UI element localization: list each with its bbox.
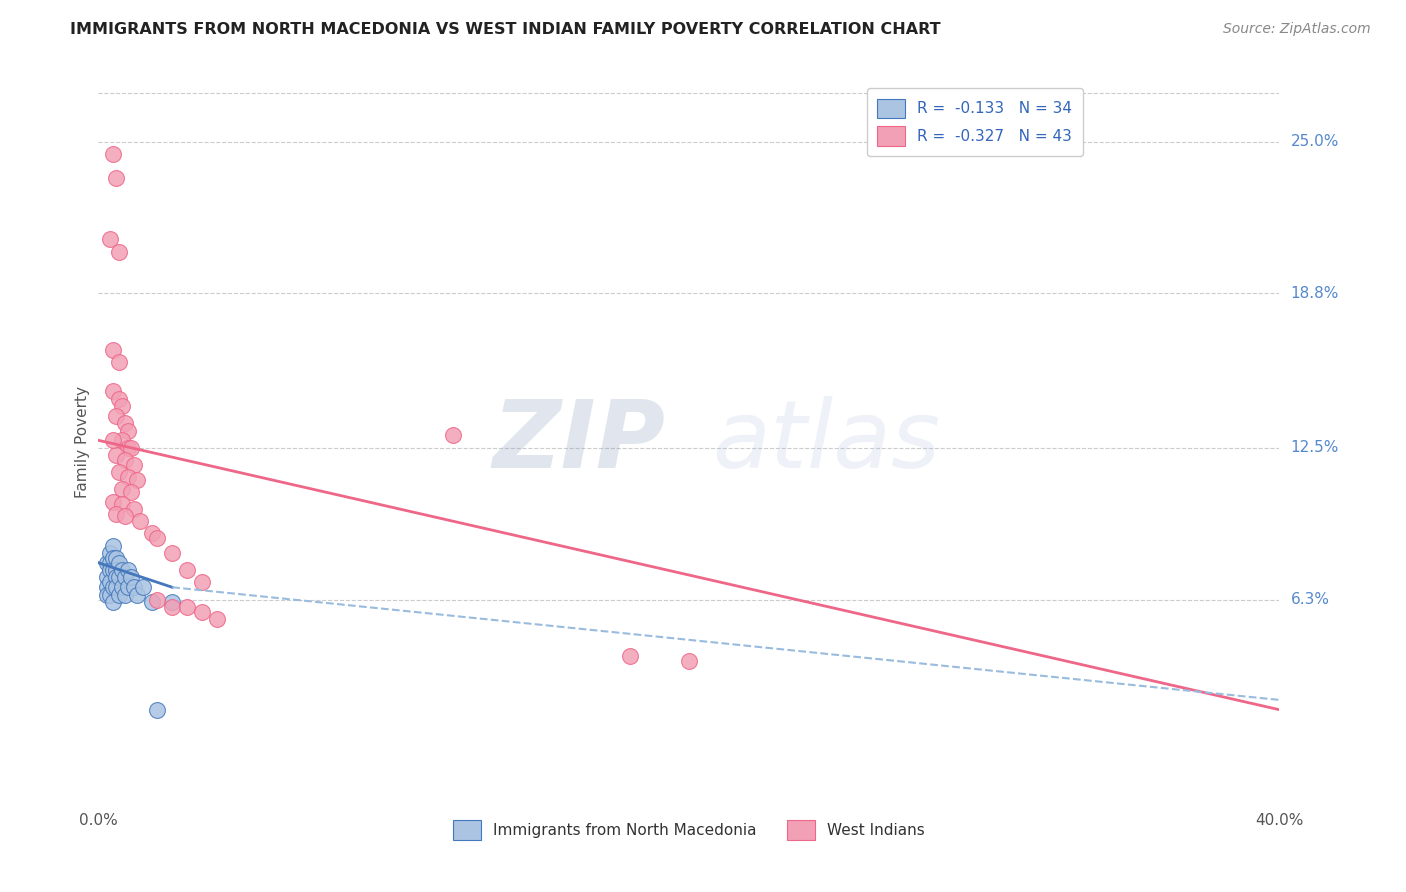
Point [108, 465, 131, 479]
Point [141, 595, 163, 609]
Point [108, 588, 131, 602]
Point [103, 550, 125, 565]
Point [122, 502, 145, 516]
Point [108, 244, 131, 259]
Point [141, 526, 163, 541]
Point [176, 563, 198, 577]
Point [96, 556, 118, 570]
Point [122, 458, 145, 472]
Point [98, 588, 121, 602]
Text: 18.8%: 18.8% [1291, 285, 1339, 301]
Point [111, 580, 134, 594]
Point [205, 612, 228, 626]
Point [96, 588, 118, 602]
Point [105, 409, 128, 423]
Point [191, 605, 214, 619]
Point [103, 343, 125, 357]
Point [146, 592, 169, 607]
Point [114, 570, 136, 584]
Point [111, 563, 134, 577]
Point [619, 648, 641, 663]
Point [114, 453, 136, 467]
Text: atlas: atlas [713, 396, 941, 487]
Point [191, 575, 214, 590]
Point [120, 441, 142, 455]
Point [103, 539, 125, 553]
Point [96, 580, 118, 594]
Point [103, 384, 125, 399]
Point [105, 570, 128, 584]
Point [111, 483, 134, 497]
Point [132, 580, 155, 594]
Text: IMMIGRANTS FROM NORTH MACEDONIA VS WEST INDIAN FAMILY POVERTY CORRELATION CHART: IMMIGRANTS FROM NORTH MACEDONIA VS WEST … [70, 22, 941, 37]
Point [162, 599, 183, 614]
Point [105, 507, 128, 521]
Text: 25.0%: 25.0% [1291, 134, 1339, 149]
Point [105, 563, 128, 577]
Point [96, 570, 118, 584]
Point [111, 434, 134, 448]
Point [108, 556, 131, 570]
Point [103, 494, 125, 508]
Point [176, 599, 198, 614]
Point [111, 497, 134, 511]
Point [117, 580, 139, 594]
Point [108, 355, 131, 369]
Point [122, 580, 145, 594]
Point [98, 232, 121, 246]
Point [146, 531, 169, 545]
Point [105, 580, 128, 594]
Point [114, 509, 136, 524]
Point [162, 595, 183, 609]
Point [103, 146, 125, 161]
Point [114, 416, 136, 430]
Point [117, 424, 139, 438]
Point [111, 399, 134, 413]
Point [114, 588, 136, 602]
Point [98, 563, 121, 577]
Text: 12.5%: 12.5% [1291, 440, 1339, 455]
Y-axis label: Family Poverty: Family Poverty [75, 385, 90, 498]
Point [146, 703, 169, 717]
Point [117, 563, 139, 577]
Point [103, 434, 125, 448]
Point [125, 588, 148, 602]
Point [103, 595, 125, 609]
Point [98, 575, 121, 590]
Point [120, 484, 142, 499]
Point [98, 546, 121, 560]
Text: ZIP: ZIP [492, 395, 665, 488]
Point [98, 556, 121, 570]
Point [125, 473, 148, 487]
Text: 6.3%: 6.3% [1291, 592, 1330, 607]
Point [108, 392, 131, 406]
Point [678, 654, 700, 668]
Point [105, 171, 128, 186]
Point [103, 563, 125, 577]
Point [117, 441, 139, 455]
Legend: Immigrants from North Macedonia, West Indians: Immigrants from North Macedonia, West In… [447, 814, 931, 846]
Point [117, 470, 139, 484]
Point [103, 580, 125, 594]
Point [128, 514, 150, 528]
Text: Source: ZipAtlas.com: Source: ZipAtlas.com [1223, 22, 1371, 37]
Point [108, 570, 131, 584]
Point [162, 546, 183, 560]
Point [120, 570, 142, 584]
Point [105, 448, 128, 462]
Point [105, 550, 128, 565]
Point [441, 428, 464, 442]
